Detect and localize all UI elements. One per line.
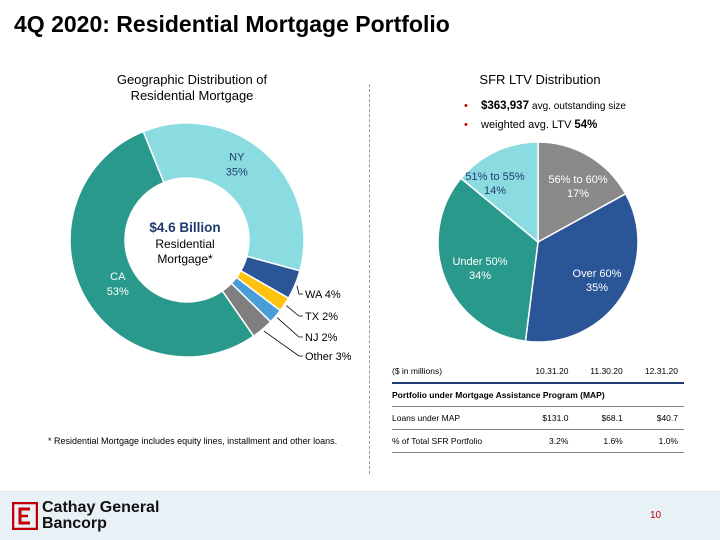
- donut-leader-wa: [296, 285, 303, 295]
- donut-center-line1: Residential: [155, 237, 215, 251]
- footer: Cathay General Bancorp 10: [0, 491, 720, 540]
- donut-slice-ca: [69, 130, 255, 358]
- geo-title-line2: Residential Mortgage: [130, 88, 254, 103]
- page-number: 10: [650, 510, 662, 521]
- pie-slice-over-60-: [524, 192, 639, 343]
- donut-label-ny: NY: [229, 152, 245, 164]
- geo-chart-title: Geographic Distribution of Residential M…: [92, 72, 292, 104]
- donut-slice-ny: [142, 122, 305, 272]
- weighted-ltv-text: weighted avg. LTV: [481, 119, 572, 131]
- bullet-avg-size: $363,937 avg. outstanding size: [464, 97, 626, 116]
- pie-value-0: 17%: [567, 188, 589, 200]
- page-title: 4Q 2020: Residential Mortgage Portfolio: [14, 11, 450, 37]
- bullet-weighted-ltv: weighted avg. LTV 54%: [464, 116, 626, 135]
- row-col1: $131.0: [519, 406, 575, 430]
- pie-slice-51-to-55-: [459, 141, 539, 244]
- pie-value-3: 14%: [484, 185, 506, 197]
- ltv-chart-title: SFR LTV Distribution: [479, 72, 601, 87]
- pie-label-3: 51% to 55%: [465, 171, 525, 183]
- map-table-header: ($ in millions) 10.31.20 11.30.20 12.31.…: [392, 360, 684, 384]
- row-label: Loans under MAP: [392, 406, 520, 430]
- donut-center-amount: $4.6 Billion: [149, 220, 221, 235]
- row-label: % of Total SFR Portfolio: [392, 429, 520, 453]
- pie-slice-under-50-: [437, 177, 539, 343]
- pie-value-1: 35%: [586, 282, 608, 294]
- table-row: % of Total SFR Portfolio 3.2% 1.6% 1.0%: [392, 429, 684, 453]
- map-header-col2: 11.30.20: [574, 360, 629, 384]
- donut-value-ny: 35%: [226, 167, 248, 179]
- donut-leader-tx: [286, 305, 303, 317]
- donut-callout-other: Other 3%: [305, 351, 352, 363]
- donut-leader-other: [263, 330, 303, 357]
- table-row: Loans under MAP $131.0 $68.1 $40.7: [392, 406, 684, 430]
- pie-label-2: Under 50%: [452, 256, 507, 268]
- map-table: ($ in millions) 10.31.20 11.30.20 12.31.…: [392, 360, 684, 453]
- pie-label-1: Over 60%: [573, 268, 622, 280]
- donut-label-ca: CA: [110, 271, 126, 283]
- geo-title-line1: Geographic Distribution of: [116, 72, 268, 87]
- map-header-label: ($ in millions): [392, 360, 520, 384]
- logo-line2: Bancorp: [42, 515, 107, 532]
- row-col1: 3.2%: [519, 429, 575, 453]
- donut-center-label: Residential Mortgage*: [130, 237, 240, 267]
- donut-callout-nj: NJ 2%: [305, 332, 338, 344]
- row-col3: 1.0%: [628, 429, 684, 453]
- ltv-bullets: $363,937 avg. outstanding size weighted …: [464, 97, 626, 135]
- logo-line1: Cathay General: [42, 499, 160, 516]
- donut-center-line2: Mortgage*: [157, 252, 213, 266]
- footnote: * Residential Mortgage includes equity l…: [48, 436, 338, 446]
- row-col2: $68.1: [574, 406, 629, 430]
- avg-size-text: avg. outstanding size: [532, 101, 626, 112]
- avg-size-value: $363,937: [481, 100, 529, 112]
- map-table-section: Portfolio under Mortgage Assistance Prog…: [392, 383, 684, 407]
- map-header-col1: 10.31.20: [519, 360, 575, 384]
- donut-callout-tx: TX 2%: [305, 311, 338, 323]
- pie-slice-56-to-60-: [537, 141, 627, 244]
- row-col3: $40.7: [628, 406, 684, 430]
- donut-value-ca: 53%: [107, 286, 129, 298]
- map-header-col3: 12.31.20: [628, 360, 684, 384]
- pie-value-2: 34%: [469, 270, 491, 282]
- cathay-logo-icon: [12, 502, 38, 530]
- map-section-label: Portfolio under Mortgage Assistance Prog…: [392, 383, 684, 407]
- weighted-ltv-value: 54%: [574, 119, 598, 131]
- section-divider: [369, 84, 370, 474]
- row-col2: 1.6%: [574, 429, 629, 453]
- pie-label-0: 56% to 60%: [548, 174, 608, 186]
- charts-canvas: NY 35% CA 53% WA 4% TX 2% NJ 2% Other 3% 56% to …: [69, 122, 639, 363]
- donut-callout-wa: WA 4%: [305, 289, 341, 301]
- donut-leader-nj: [276, 317, 303, 338]
- logo-wordmark: Cathay General Bancorp: [42, 500, 159, 532]
